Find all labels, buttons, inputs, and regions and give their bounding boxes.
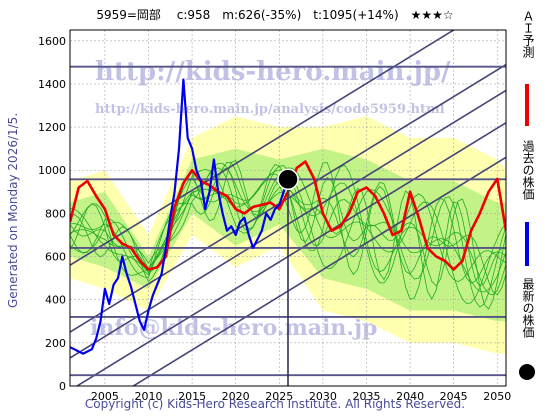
- legend-ai-forecast: ＡＩ予測: [518, 10, 544, 130]
- legend: ＡＩ予測 過去の株価 最新の株価: [518, 10, 544, 390]
- legend-past-label: 過去の株価: [521, 140, 535, 200]
- plot-frame: [69, 29, 507, 387]
- y-tick-label: 1000: [38, 164, 66, 177]
- legend-latest-dot: [519, 364, 535, 380]
- generated-note: Generated on Monday 2026/1/5.: [6, 112, 20, 308]
- legend-latest-price: 最新の株価: [518, 278, 544, 388]
- y-tick-label: 200: [45, 337, 66, 350]
- legend-past-price: 過去の株価: [518, 140, 544, 270]
- x-tick-label: 2045: [440, 390, 468, 403]
- latest-price-dot: [277, 168, 299, 191]
- y-tick-label: 800: [45, 207, 66, 220]
- y-axis: 0 200 400 600 800 1000 1200 1400 1600: [38, 35, 66, 393]
- copyright: Copyright (c) Kids-Hero Research Institu…: [84, 397, 466, 411]
- x-tick-label: 2020: [222, 390, 250, 403]
- y-tick-label: 1200: [38, 121, 66, 134]
- legend-ai-label: ＡＩ予測: [521, 10, 535, 58]
- watermark-email: info@kids-hero.main.jp: [90, 315, 377, 341]
- x-tick-label: 2005: [91, 390, 119, 403]
- legend-ai-swatch: [525, 84, 529, 126]
- watermark-page: http://kids-hero.main.jp/analysis/code59…: [95, 102, 445, 117]
- x-tick-label: 2030: [309, 390, 337, 403]
- y-tick-label: 600: [45, 251, 66, 264]
- channel-line: [70, 30, 455, 266]
- price-line: [70, 78, 290, 355]
- x-tick-label: 2040: [396, 390, 424, 403]
- x-tick-label: 2015: [178, 390, 206, 403]
- watermark-site: http://kids-hero.main.jp/: [95, 57, 451, 87]
- x-tick-label: 2010: [134, 390, 162, 403]
- chart-title: 5959=岡部 c:958 m:626(-35%) t:1095(+14%) ★…: [96, 8, 454, 22]
- x-tick-label: 2025: [265, 390, 293, 403]
- y-tick-label: 400: [45, 294, 66, 307]
- x-tick-label: 2035: [352, 390, 380, 403]
- y-tick-label: 1400: [38, 78, 66, 91]
- watermark-layer: http://kids-hero.main.jp/ http://kids-he…: [90, 57, 451, 341]
- legend-past-swatch: [525, 222, 529, 266]
- y-tick-label: 0: [59, 380, 66, 393]
- legend-latest-label: 最新の株価: [521, 278, 535, 338]
- x-axis: 2005 2010 2015 2020 2025 2030 2035 2040 2045 2050: [91, 390, 511, 403]
- x-tick-label: 2050: [483, 390, 511, 403]
- latest-price-layer: [277, 168, 299, 386]
- y-tick-label: 1600: [38, 35, 66, 48]
- simulation-line: [70, 167, 506, 305]
